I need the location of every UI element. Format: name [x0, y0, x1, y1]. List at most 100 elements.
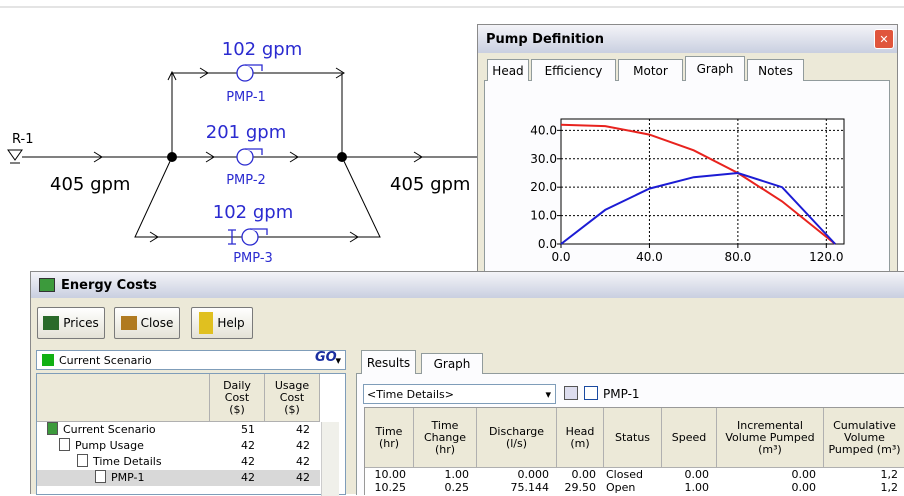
cost-text: 42: [296, 423, 310, 436]
tree-node[interactable]: PMP-1: [37, 470, 210, 486]
screen: R-1 405 gpm 405 gpm 102 gpm PMP-1 201 gp…: [0, 0, 904, 494]
x-tick-label: 80.0: [725, 250, 752, 264]
node-label: Pump Usage: [75, 439, 144, 452]
toolbar-button[interactable]: Close: [114, 307, 180, 339]
energy-costs-window: Energy Costs Current Scenario▾ GO Daily …: [30, 271, 904, 494]
tab[interactable]: Graph: [421, 353, 483, 374]
go-button[interactable]: GO: [315, 350, 337, 365]
column-header[interactable]: Cumulative Volume Pumped (m³): [824, 408, 904, 468]
element-label: PMP-1: [603, 387, 640, 401]
y-tick-label: 30.0: [530, 152, 557, 166]
result-cell: Closed: [604, 468, 662, 481]
time-dropdown[interactable]: <Time Details> ▾: [363, 384, 556, 404]
result-cell: 0.00: [717, 468, 824, 481]
dropdown-arrow: ▾: [545, 388, 551, 401]
button-label: Help: [217, 316, 244, 330]
result-cell: 75.144: [477, 481, 557, 494]
pump-flow: 102 gpm: [213, 202, 293, 223]
result-cell: 1.00: [414, 468, 477, 481]
page: {"network": {"reservoir": "R-1", "inflow…: [0, 0, 904, 494]
cost-value: 42: [210, 438, 265, 454]
x-tick-label: 0.0: [551, 250, 570, 264]
toolbar-button[interactable]: Help: [191, 307, 253, 339]
result-cell: 10.25: [365, 481, 414, 494]
column-header[interactable]: Status: [604, 408, 662, 468]
title-text: Energy Costs: [61, 278, 157, 293]
result-cell: 1,2: [824, 481, 904, 494]
tab[interactable]: Results: [361, 350, 416, 374]
icon: [43, 316, 59, 330]
dialog-title: Pump Definition: [478, 25, 897, 53]
copy-icon[interactable]: [564, 386, 578, 400]
junction: [337, 152, 347, 162]
column-header[interactable]: Discharge (l/s): [477, 408, 557, 468]
x-tick-label: 120.0: [809, 250, 843, 264]
pump-flow: 102 gpm: [222, 39, 302, 60]
scenario-text: Current Scenario: [59, 354, 152, 367]
column-header[interactable]: Speed: [662, 408, 717, 468]
pump-label: PMP-1: [226, 90, 266, 105]
tab[interactable]: Notes: [747, 59, 804, 81]
result-cell: 0.00: [717, 481, 824, 494]
cost-value: 42: [210, 470, 265, 486]
result-cell: Open: [604, 481, 662, 494]
node-icon: [59, 438, 70, 451]
node-icon: [47, 422, 58, 435]
tree-table: Daily Cost ($)Usage Cost ($)Current Scen…: [36, 373, 346, 495]
preview-icon[interactable]: [584, 386, 598, 400]
cost-value: 42: [265, 454, 320, 470]
y-tick-label: 40.0: [530, 123, 557, 137]
toolbar-button[interactable]: Prices: [37, 307, 105, 339]
result-cell: 0.00: [557, 468, 604, 481]
results-table: Time (hr)Time Change (hr)Discharge (l/s)…: [364, 407, 904, 495]
cost-value: 51: [210, 422, 265, 438]
tree-node[interactable]: Current Scenario: [37, 422, 210, 438]
cost-text: 42: [296, 455, 310, 468]
scenario-dropdown[interactable]: Current Scenario▾: [36, 350, 346, 370]
cost-value: 42: [210, 454, 265, 470]
cost-value: 42: [265, 438, 320, 454]
tab[interactable]: Motor: [618, 59, 683, 81]
cost-text: 42: [241, 439, 255, 452]
button-label: Prices: [63, 316, 99, 330]
result-cell: 0.25: [414, 481, 477, 494]
node-label: Current Scenario: [63, 423, 156, 436]
x-tick-label: 40.0: [636, 250, 663, 264]
close-button[interactable]: ✕: [874, 29, 894, 49]
node-label: Time Details: [93, 455, 162, 468]
reservoir-label: R-1: [12, 132, 33, 147]
header-cell: Usage Cost ($): [265, 374, 320, 422]
plot-area: [561, 119, 844, 244]
result-cell: 10.00: [365, 468, 414, 481]
scrollbar: [321, 422, 339, 496]
tab[interactable]: Efficiency: [531, 59, 616, 81]
result-cell: 1.00: [662, 481, 717, 494]
result-cell: 29.50: [557, 481, 604, 494]
y-tick-label: 20.0: [530, 180, 557, 194]
y-tick-label: 10.0: [530, 209, 557, 223]
title-text: Pump Definition: [486, 32, 604, 47]
header-cell: [37, 374, 210, 422]
tree-node[interactable]: Time Details: [37, 454, 210, 470]
flow-label: 405 gpm: [390, 174, 470, 195]
cost-value: 42: [265, 422, 320, 438]
cost-text: 42: [296, 439, 310, 452]
column-header[interactable]: Incremental Volume Pumped (m³): [717, 408, 824, 468]
column-header[interactable]: Time (hr): [365, 408, 414, 468]
pump-graph: 0.0 10.0 20.0 30.0 40.0 0.0 40.0 80.0 120.0: [485, 81, 889, 298]
column-header[interactable]: Head (m): [557, 408, 604, 468]
result-cell: 1,2: [824, 468, 904, 481]
window-title: Energy Costs: [31, 272, 904, 298]
node-icon: [95, 470, 106, 483]
pump-label: PMP-2: [226, 173, 266, 188]
tab[interactable]: Head: [487, 59, 529, 81]
column-header[interactable]: Time Change (hr): [414, 408, 477, 468]
tab[interactable]: Graph: [685, 56, 745, 81]
selector-text: <Time Details>: [367, 388, 454, 401]
result-cell: 0.000: [477, 468, 557, 481]
y-tick-label: 0.0: [538, 237, 557, 251]
tree-node[interactable]: Pump Usage: [37, 438, 210, 454]
icon: [199, 312, 213, 334]
flow-label: 405 gpm: [50, 174, 130, 195]
button-label: Close: [141, 316, 174, 330]
